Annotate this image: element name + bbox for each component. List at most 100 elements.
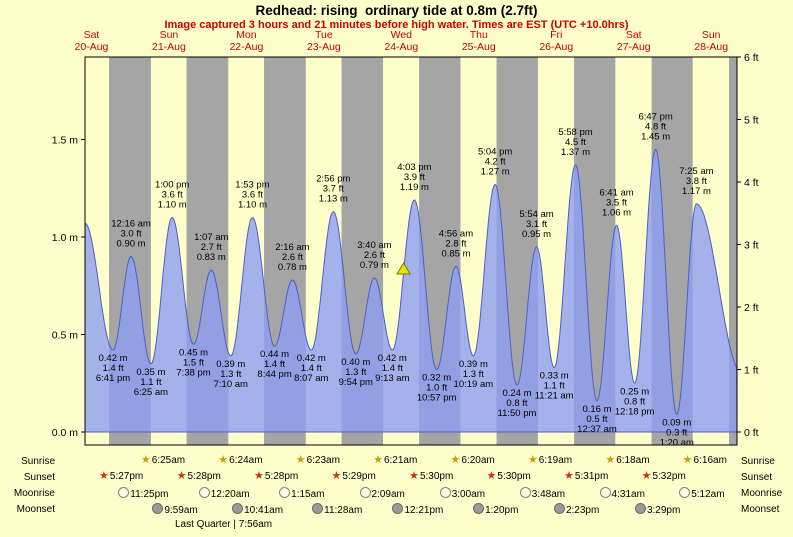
high-tide-label: 2.8 ft	[445, 238, 466, 249]
moon-dark-icon	[392, 503, 404, 514]
event-time: 5:27pm	[109, 471, 144, 482]
low-tide-label: 1.0 ft	[426, 383, 447, 394]
moon-dark-icon	[634, 503, 646, 514]
high-tide-label: 3.5 ft	[606, 197, 627, 208]
moonrise-event: 3:00am	[439, 487, 485, 500]
y-axis-right-label: 5 ft	[744, 115, 759, 127]
high-tide-label: 2.7 ft	[201, 242, 222, 253]
high-tide-label: 1.27 m	[481, 166, 510, 177]
event-time: 5:30pm	[419, 471, 454, 482]
event-time: 5:31pm	[574, 471, 609, 482]
low-tide-label: 0.25 m	[620, 386, 649, 397]
day-name-label: Fri	[550, 29, 562, 41]
high-tide-label: 2.6 ft	[282, 252, 303, 263]
high-tide-label: 4.5 ft	[565, 137, 586, 148]
event-time: 3:29pm	[646, 505, 681, 516]
sunset-star-icon: ★	[641, 470, 652, 482]
event-time: 4:31am	[611, 489, 645, 500]
high-tide-label: 1.19 m	[400, 182, 429, 193]
high-tide-label: 6:41 am	[599, 187, 633, 198]
event-time: 3:48am	[531, 489, 566, 500]
low-tide-label: 1.3 ft	[463, 369, 484, 380]
sunrise-row-label-right: Sunrise	[741, 456, 775, 467]
event-time: 1:20pm	[485, 505, 519, 516]
event-time: 1:15am	[291, 489, 325, 500]
high-tide-label: 1:07 am	[194, 232, 228, 243]
high-tide-label: 3.8 ft	[686, 176, 707, 187]
high-tide-label: 2.6 ft	[364, 250, 385, 261]
day-name-label: Sat	[626, 29, 642, 41]
moon-light-icon	[279, 487, 291, 498]
sunset-event: ★5:30pm	[409, 471, 454, 483]
low-tide-label: 1.3 ft	[345, 367, 366, 378]
event-time: 10:41am	[244, 505, 284, 516]
moonrise-row: Moonrise 11:25pm 12:20am 1:15am 2:09am 3:00a…	[0, 487, 793, 502]
high-tide-label: 3.6 ft	[162, 190, 183, 201]
day-date-label: 24-Aug	[384, 41, 418, 53]
high-tide-label: 1.17 m	[682, 186, 711, 197]
high-tide-label: 4.8 ft	[645, 121, 666, 132]
moonrise-event: 12:20am	[198, 487, 250, 500]
y-axis-right-label: 0 ft	[744, 427, 759, 439]
moonset-row-label-left: Moonset	[16, 504, 55, 515]
y-axis-right-label: 3 ft	[744, 240, 759, 252]
event-time: 12:21pm	[404, 505, 444, 516]
day-date-label: 23-Aug	[307, 41, 341, 53]
low-tide-label: 0.42 m	[99, 353, 128, 364]
day-name-label: Sat	[84, 29, 100, 41]
sunrise-event: ★6:20am	[450, 455, 494, 467]
low-tide-label: 0.42 m	[297, 353, 326, 364]
high-tide-label: 4:56 am	[439, 228, 473, 239]
moon-light-icon	[359, 487, 371, 498]
high-tide-label: 1.10 m	[238, 200, 267, 211]
moon-light-icon	[679, 487, 691, 498]
sunrise-event: ★6:19am	[528, 455, 572, 467]
high-tide-label: 6:47 pm	[638, 111, 672, 122]
low-tide-label: 10:57 pm	[417, 393, 457, 404]
sunset-star-icon: ★	[254, 470, 264, 482]
sunset-event: ★5:28pm	[254, 470, 298, 483]
low-tide-label: 1.4 ft	[301, 363, 322, 374]
sunset-row-label-right: Sunset	[741, 472, 773, 483]
day-date-label: 22-Aug	[229, 41, 263, 53]
high-tide-label: 2:16 am	[275, 242, 309, 253]
moonset-row: Moonset 9:59am 10:41am 11:28am 12:21pm 1:20p…	[0, 503, 793, 518]
low-tide-label: 1.4 ft	[102, 363, 123, 374]
event-time: 5:29pm	[342, 471, 376, 482]
day-name-label: Sun	[160, 29, 179, 41]
low-tide-label: 8:07 am	[294, 373, 328, 384]
y-axis-right-label: 4 ft	[744, 177, 759, 189]
day-name-label: Mon	[236, 29, 257, 41]
low-tide-label: 0.45 m	[179, 347, 208, 358]
day-name-label: Tue	[315, 29, 333, 41]
sunrise-event: ★6:21am	[373, 455, 417, 467]
low-tide-label: 0.3 ft	[666, 427, 687, 438]
sunset-row-label-left: Sunset	[23, 472, 55, 483]
high-tide-label: 7:25 am	[679, 166, 713, 177]
sunrise-star-icon: ★	[682, 454, 693, 466]
low-tide-label: 12:37 am	[577, 424, 617, 435]
moonrise-row-label-left: Moonrise	[13, 488, 55, 499]
moonset-event: 12:21pm	[392, 503, 443, 516]
low-tide-label: 11:50 pm	[498, 408, 537, 419]
low-tide-label: 6:41 pm	[96, 373, 130, 384]
sunset-star-icon: ★	[99, 470, 109, 482]
low-tide-label: 1.4 ft	[264, 359, 285, 370]
high-tide-label: 3.0 ft	[120, 229, 141, 240]
moon-light-icon	[599, 487, 611, 498]
low-tide-label: 0.8 ft	[624, 396, 645, 407]
sunrise-star-icon: ★	[218, 454, 229, 466]
moonrise-event: 1:15am	[279, 487, 325, 500]
sunrise-row-label-left: Sunrise	[21, 456, 55, 467]
high-tide-label: 3:40 am	[357, 240, 391, 251]
event-time: 6:23am	[306, 455, 340, 466]
low-tide-label: 7:10 am	[214, 379, 248, 390]
low-tide-label: 0.39 m	[216, 359, 245, 370]
sunset-row: Sunset ★5:27pm ★5:28pm ★5:28pm ★5:29pm ★5:30…	[0, 471, 793, 486]
moonset-event: 9:59am	[152, 503, 198, 516]
low-tide-label: 1.1 ft	[140, 377, 161, 388]
moon-dark-icon	[312, 503, 324, 514]
day-name-label: Wed	[391, 29, 413, 41]
sunset-star-icon: ★	[331, 470, 342, 482]
high-tide-label: 4:03 pm	[397, 162, 431, 173]
